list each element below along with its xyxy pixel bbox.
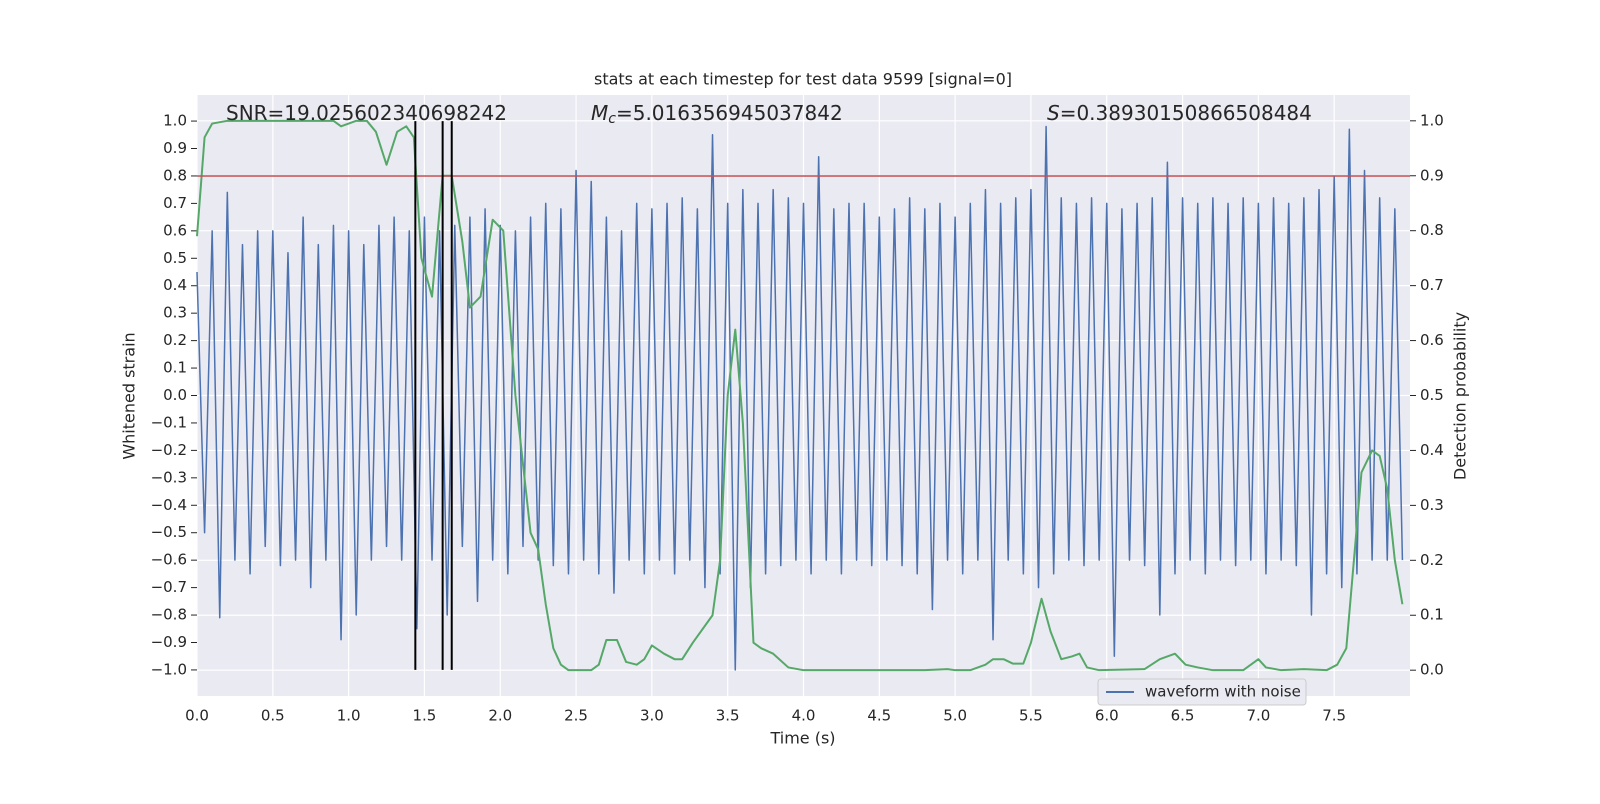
y-tick-label: −0.3 <box>151 468 187 486</box>
annotation: Mc=5.016356945037842 <box>591 101 843 128</box>
x-tick-label: 0.5 <box>261 707 285 725</box>
series-line <box>196 125 1404 671</box>
y-tick-label: −0.9 <box>151 633 187 651</box>
annotation-symbol: S <box>1047 101 1060 125</box>
y-tick-label: 0.0 <box>163 386 187 404</box>
annotation: S=0.38930150866508484 <box>1047 101 1312 125</box>
y2-tick-label: 0.3 <box>1420 496 1444 514</box>
x-tick-label: 3.5 <box>716 707 740 725</box>
x-tick-label: 3.0 <box>640 707 664 725</box>
x-tick-label: 6.0 <box>1095 707 1119 725</box>
y-tick-label: −0.2 <box>151 441 187 459</box>
y2-axis-label: Detection probability <box>1451 312 1470 480</box>
y2-tick-label: 0.5 <box>1420 386 1444 404</box>
x-tick-label: 0.0 <box>185 707 209 725</box>
y-tick-label: 0.3 <box>163 304 187 322</box>
x-tick-label: 2.0 <box>488 707 512 725</box>
annotation-text: =5.016356945037842 <box>616 101 843 125</box>
y-tick-label: 0.2 <box>163 331 187 349</box>
y-axis-label: Whitened strain <box>120 332 139 459</box>
y-tick-label: 0.8 <box>163 166 187 184</box>
chart-title: stats at each timestep for test data 959… <box>594 70 1012 89</box>
x-tick-label: 6.5 <box>1171 707 1195 725</box>
y2-tick-label: 0.6 <box>1420 331 1444 349</box>
legend-label: waveform with noise <box>1145 683 1301 701</box>
y-tick-label: −0.5 <box>151 523 187 541</box>
y2-tick-label: 0.7 <box>1420 276 1444 294</box>
y2-tick-label: 0.1 <box>1420 606 1444 624</box>
y-tick-label: 0.7 <box>163 194 187 212</box>
y2-tick-label: 0.4 <box>1420 441 1444 459</box>
x-tick-label: 4.5 <box>867 707 891 725</box>
y-tick-label: −1.0 <box>151 660 187 678</box>
y-tick-label: 0.9 <box>163 139 187 157</box>
annotation-text: SNR=19.025602340698242 <box>226 101 507 125</box>
annotation-symbol: M <box>591 101 608 125</box>
y-tick-label: 1.0 <box>163 112 187 130</box>
annotation: SNR=19.025602340698242 <box>226 101 507 125</box>
x-tick-label: 5.0 <box>943 707 967 725</box>
x-tick-label: 2.5 <box>564 707 588 725</box>
y-tick-label: −0.8 <box>151 606 187 624</box>
y-tick-label: −0.4 <box>151 496 187 514</box>
y-tick-label: −0.7 <box>151 578 187 596</box>
y-tick-label: −0.6 <box>151 551 187 569</box>
x-tick-label: 5.5 <box>1019 707 1043 725</box>
y2-tick-label: 0.9 <box>1420 166 1444 184</box>
y2-tick-label: 1.0 <box>1420 111 1444 129</box>
y2-tick-label: 0.2 <box>1420 551 1444 569</box>
y2-tick-label: 0.8 <box>1420 221 1444 239</box>
y-tick-label: 0.4 <box>163 276 187 294</box>
x-tick-label: 1.0 <box>337 707 361 725</box>
x-axis-label: Time (s) <box>769 729 835 748</box>
y-tick-label: 0.5 <box>163 249 187 267</box>
y-tick-label: 0.6 <box>163 221 187 239</box>
x-tick-label: 7.0 <box>1246 707 1270 725</box>
x-tick-label: 1.5 <box>413 707 437 725</box>
y2-tick-label: 0.0 <box>1420 661 1444 679</box>
annotation-text: =0.38930150866508484 <box>1060 101 1312 125</box>
x-tick-label: 7.5 <box>1322 707 1346 725</box>
y-tick-label: 0.1 <box>163 359 187 377</box>
y-tick-label: −0.1 <box>151 413 187 431</box>
x-tick-label: 4.0 <box>792 707 816 725</box>
legend-box <box>1097 678 1307 706</box>
annotation-subscript: c <box>608 111 616 127</box>
